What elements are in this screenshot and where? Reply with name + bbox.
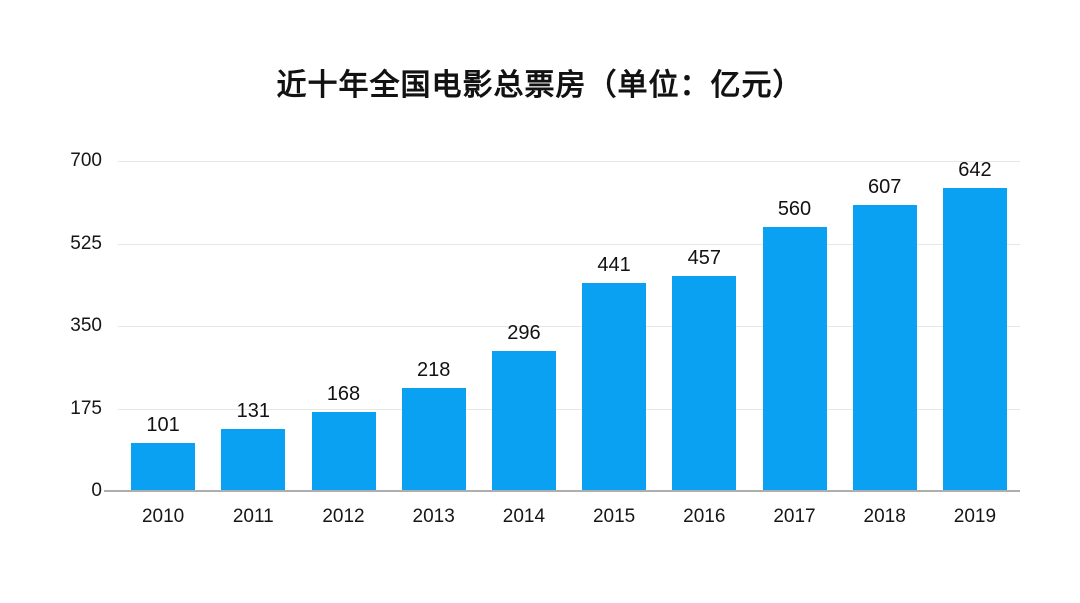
bar-value-label: 560: [777, 198, 812, 220]
x-axis-tick-label: 2015: [592, 506, 636, 527]
x-axis-tick-label: 2014: [502, 506, 546, 527]
bar-value-label: 457: [687, 246, 721, 269]
x-axis-tick-label: 2017: [773, 506, 816, 527]
bar-2016: [672, 275, 737, 491]
gridline: [118, 326, 1020, 327]
x-axis-tick-label: 2012: [322, 506, 365, 527]
bar-2012: [311, 411, 376, 491]
plot-area: 0 175 350 525 700 101 2010 131 2011 168 2012 218 201…: [70, 150, 1020, 527]
bar-2017: [762, 227, 827, 491]
bar-value-label: 101: [146, 414, 180, 437]
y-axis-tick-label: 0: [91, 480, 102, 501]
gridline: [118, 408, 1020, 410]
bar-2014: [491, 351, 556, 491]
x-axis-line: [104, 490, 1020, 492]
y-axis-tick-label: 175: [70, 397, 102, 419]
bar-2010: [131, 443, 196, 491]
bar-value-label: 218: [417, 359, 451, 382]
bar-value-label: 642: [958, 159, 992, 182]
gridline: [118, 243, 1020, 245]
x-axis-tick-label: 2016: [683, 506, 726, 527]
bar-2013: [401, 388, 466, 491]
bar-value-label: 441: [597, 254, 631, 277]
gridline: [118, 161, 1020, 162]
x-axis-tick-label: 2018: [863, 506, 906, 527]
bar-value-label: 131: [236, 400, 270, 423]
bar-value-label: 296: [507, 322, 541, 345]
bar-2018: [852, 204, 917, 491]
y-axis-tick-label: 350: [70, 315, 102, 336]
bar-2015: [582, 283, 647, 491]
bar-2019: [942, 188, 1007, 491]
y-axis-tick-label: 525: [70, 232, 102, 254]
bar-2011: [221, 429, 286, 491]
x-axis-tick-label: 2019: [953, 506, 997, 527]
x-axis-tick-label: 2011: [232, 506, 274, 527]
bar-value-label: 168: [326, 382, 361, 405]
x-axis-tick-label: 2010: [141, 506, 185, 527]
x-axis-tick-label: 2013: [412, 506, 455, 527]
bar-value-label: 607: [868, 175, 902, 198]
y-axis-tick-label: 700: [70, 150, 102, 171]
chart-title: 近十年全国电影总票房（单位：亿元）: [276, 69, 804, 102]
